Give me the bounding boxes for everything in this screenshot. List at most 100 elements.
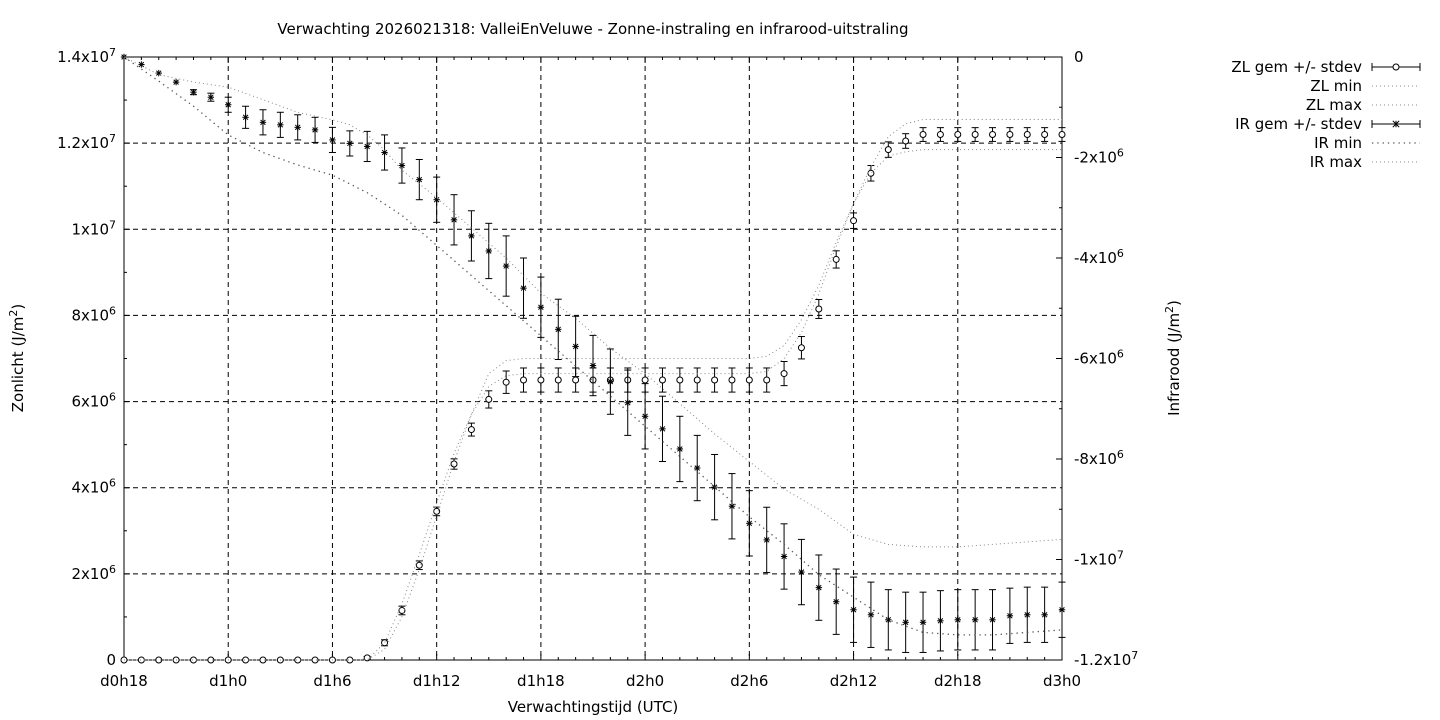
data-point bbox=[450, 460, 458, 468]
star-stroke bbox=[937, 618, 944, 624]
data-point bbox=[537, 376, 545, 384]
data-point bbox=[363, 143, 371, 150]
y-tick-label: 1.4x107 bbox=[57, 46, 116, 66]
data-point bbox=[694, 464, 701, 472]
y2-tick-label: -2x106 bbox=[1074, 147, 1124, 167]
data-point bbox=[207, 94, 215, 101]
data-point bbox=[329, 136, 336, 144]
data-point bbox=[207, 656, 215, 664]
data-point bbox=[971, 616, 979, 623]
legend-label: ZL max bbox=[1306, 96, 1362, 114]
data-point bbox=[1006, 612, 1014, 619]
data-point bbox=[485, 395, 493, 403]
data-point bbox=[190, 88, 197, 96]
data-point bbox=[954, 131, 962, 139]
data-point bbox=[763, 376, 771, 384]
data-point bbox=[259, 119, 267, 126]
data-point bbox=[155, 656, 163, 664]
legend-label: ZL min bbox=[1310, 77, 1362, 95]
legend-label: IR max bbox=[1310, 153, 1362, 171]
star-stroke bbox=[190, 89, 197, 95]
x-tick-label: d2h6 bbox=[730, 672, 768, 690]
series-line-zl-min bbox=[124, 149, 1062, 661]
data-point bbox=[815, 305, 823, 313]
data-point bbox=[572, 376, 580, 384]
y-tick-label: 1.2x107 bbox=[57, 132, 116, 152]
data-point bbox=[520, 284, 527, 292]
data-point bbox=[502, 262, 510, 270]
data-point bbox=[919, 619, 927, 626]
data-point bbox=[607, 378, 614, 385]
y-tick-label: 0 bbox=[106, 651, 116, 669]
data-point bbox=[658, 376, 666, 384]
y2-tick-label: -8x106 bbox=[1074, 448, 1124, 468]
x-axis: d0h18 d1h0 d1h6 d1h12 d1h18 d2h0 d2h6 d2h12 d2h1… bbox=[100, 57, 1081, 690]
star-stroke bbox=[659, 426, 666, 432]
star-stroke bbox=[902, 619, 909, 626]
data-point bbox=[902, 619, 909, 626]
star-stroke bbox=[1024, 612, 1031, 618]
y2-tick-label: 0 bbox=[1074, 48, 1084, 66]
data-point bbox=[520, 376, 528, 384]
x-tick-label: d2h12 bbox=[830, 672, 878, 690]
x-axis-label: Verwachtingstijd (UTC) bbox=[508, 698, 679, 716]
data-point bbox=[867, 611, 875, 618]
data-point bbox=[624, 399, 631, 406]
y-tick-label: 8x106 bbox=[71, 304, 116, 324]
y-tick-label: 1x107 bbox=[71, 218, 116, 238]
star-stroke bbox=[451, 217, 457, 223]
data-point bbox=[728, 503, 736, 510]
data-point bbox=[502, 378, 510, 386]
star-stroke bbox=[781, 553, 787, 560]
x-tick-label: d1h12 bbox=[413, 672, 461, 690]
grid bbox=[123, 57, 1063, 660]
data-point bbox=[815, 584, 823, 591]
data-point bbox=[554, 376, 562, 384]
data-point bbox=[884, 146, 892, 154]
data-point bbox=[989, 616, 996, 623]
star-stroke bbox=[955, 617, 961, 623]
data-point bbox=[745, 376, 753, 384]
star-stroke bbox=[572, 343, 579, 350]
star-stroke bbox=[590, 362, 596, 369]
data-point bbox=[832, 255, 840, 263]
data-point bbox=[867, 169, 875, 177]
data-point bbox=[450, 216, 458, 224]
y-tick-label: 4x106 bbox=[71, 477, 116, 497]
data-point bbox=[537, 304, 545, 311]
data-point bbox=[1058, 606, 1066, 613]
data-point bbox=[919, 131, 927, 139]
y-tick-label: 2x106 bbox=[71, 563, 116, 583]
data-point bbox=[468, 232, 475, 240]
star-stroke bbox=[277, 122, 284, 128]
data-point bbox=[467, 426, 475, 434]
data-point bbox=[1041, 611, 1048, 618]
data-point bbox=[572, 343, 579, 350]
star-stroke bbox=[138, 61, 145, 68]
data-point bbox=[172, 78, 180, 86]
data-point bbox=[797, 344, 805, 352]
data-point bbox=[346, 656, 354, 664]
y2-tick-label: -1x107 bbox=[1074, 549, 1124, 569]
data-point bbox=[798, 568, 805, 576]
data-point bbox=[902, 137, 910, 145]
data-point bbox=[832, 598, 840, 605]
star-stroke bbox=[208, 94, 214, 100]
star-stroke bbox=[1007, 613, 1013, 619]
star-stroke bbox=[364, 143, 370, 150]
star-stroke bbox=[381, 149, 388, 156]
data-point bbox=[1058, 131, 1066, 139]
data-point bbox=[259, 656, 267, 664]
data-point bbox=[780, 553, 788, 560]
legend-marker bbox=[1392, 63, 1400, 71]
star-stroke bbox=[503, 263, 509, 269]
y-tick-label: 6x106 bbox=[71, 391, 116, 411]
data-point bbox=[398, 162, 406, 169]
data-point bbox=[294, 124, 301, 131]
series-ir-gem-stdev bbox=[120, 53, 1066, 653]
data-point bbox=[189, 656, 197, 664]
legend-label: IR gem +/- stdev bbox=[1235, 115, 1362, 133]
data-point bbox=[433, 196, 440, 203]
star-stroke bbox=[868, 612, 874, 618]
star-stroke bbox=[486, 248, 492, 254]
